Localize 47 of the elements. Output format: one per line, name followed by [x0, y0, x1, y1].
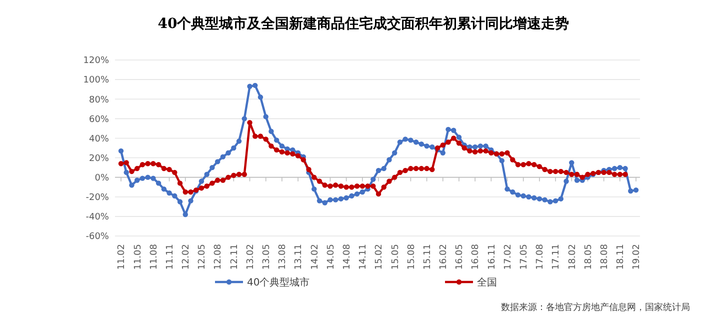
x-tick-label: 13.08 [278, 244, 288, 270]
y-tick-label: -20% [86, 193, 110, 204]
x-tick-label: 17.11 [552, 244, 562, 270]
x-tick-label: 14.11 [358, 244, 369, 270]
x-tick-label: 16.11 [487, 244, 498, 270]
x-tick-label: 18.02 [568, 244, 578, 270]
x-tick-label: 11.05 [133, 244, 144, 270]
x-tick-label: 13.05 [262, 244, 272, 270]
y-tick-label: 100% [83, 76, 110, 86]
x-tick-label: 17.05 [519, 244, 530, 270]
chart-title: 40个典型城市及全国新建商品住宅成交面积年初累计同比增速走势 [158, 15, 570, 32]
x-tick-label: 14.02 [310, 244, 320, 270]
y-tick-label: 60% [88, 114, 110, 125]
y-tick-label: 120% [83, 56, 110, 66]
x-tick-label: 15.05 [390, 244, 401, 270]
x-tick-label: 15.08 [406, 244, 417, 270]
x-tick-label: 16.02 [439, 244, 450, 270]
x-tick-label: 12.05 [198, 244, 208, 270]
x-tick-label: 18.11 [616, 244, 626, 270]
x-tick-label: 15.02 [374, 244, 385, 270]
y-tick-label: -60% [86, 232, 110, 242]
x-tick-label: 11.02 [117, 244, 128, 270]
y-tick-label: -40% [86, 212, 110, 223]
x-tick-label: 18.05 [584, 244, 594, 270]
y-tick-label: 40% [88, 134, 110, 144]
x-tick-label: 13.11 [294, 244, 304, 270]
x-tick-label: 17.08 [536, 244, 546, 270]
x-tick-label: 12.02 [182, 244, 192, 270]
legend-label: 40个典型城市 [247, 276, 310, 288]
x-tick-label: 16.05 [455, 244, 466, 270]
source-note: 数据来源：各地官方房地产信息网，国家统计局 [501, 302, 690, 313]
x-tick-label: 14.05 [326, 244, 336, 270]
x-tick-label: 16.08 [471, 244, 482, 270]
y-tick-label: 80% [88, 95, 110, 106]
x-tick-label: 11.08 [149, 244, 160, 270]
x-tick-label: 13.02 [246, 244, 256, 270]
legend-label: 全国 [477, 276, 497, 288]
x-tick-label: 15.11 [422, 244, 433, 270]
x-tick-label: 18.08 [600, 244, 610, 270]
x-tick-label: 14.08 [342, 244, 352, 270]
x-tick-label: 11.11 [165, 244, 176, 270]
y-tick-label: 20% [88, 154, 110, 164]
x-tick-label: 12.11 [230, 244, 240, 270]
x-tick-label: 12.08 [214, 244, 224, 270]
y-tick-label: 0% [94, 173, 110, 184]
x-tick-label: 19.02 [632, 244, 642, 270]
x-tick-label: 17.02 [503, 244, 514, 270]
